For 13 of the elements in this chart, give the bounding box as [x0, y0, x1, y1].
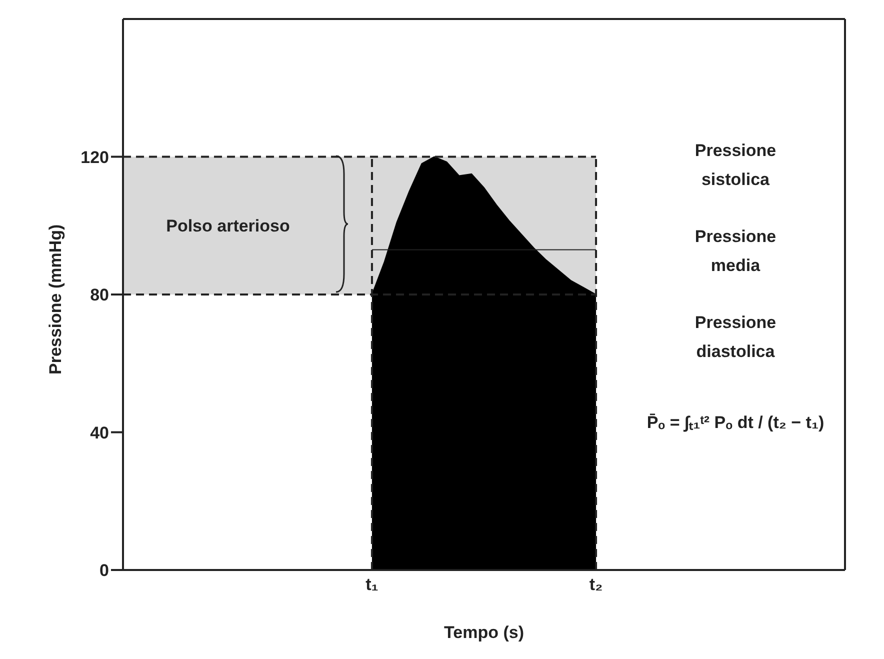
y-tick-label: 40	[90, 423, 109, 442]
annotation: Pressione sistolica	[694, 140, 778, 191]
x-tick-label: t₁	[366, 575, 378, 594]
x-tick-label: t₂	[589, 575, 603, 594]
annotation: Pressione media	[694, 226, 778, 277]
x-axis-title: Tempo (s)	[444, 623, 524, 642]
y-tick-label: 120	[80, 148, 109, 167]
y-axis-title: Pressione (mmHg)	[46, 224, 66, 374]
y-tick-label: 80	[90, 286, 109, 305]
annotation: Pressione diastolica	[694, 312, 778, 363]
y-tick-label: 0	[100, 561, 109, 580]
band-label: Polso arterioso	[166, 216, 290, 236]
annotation: P̄ₒ = ∫ₜ₁ᵗ² Pₒ dt / (t₂ − t₁)	[646, 412, 826, 434]
